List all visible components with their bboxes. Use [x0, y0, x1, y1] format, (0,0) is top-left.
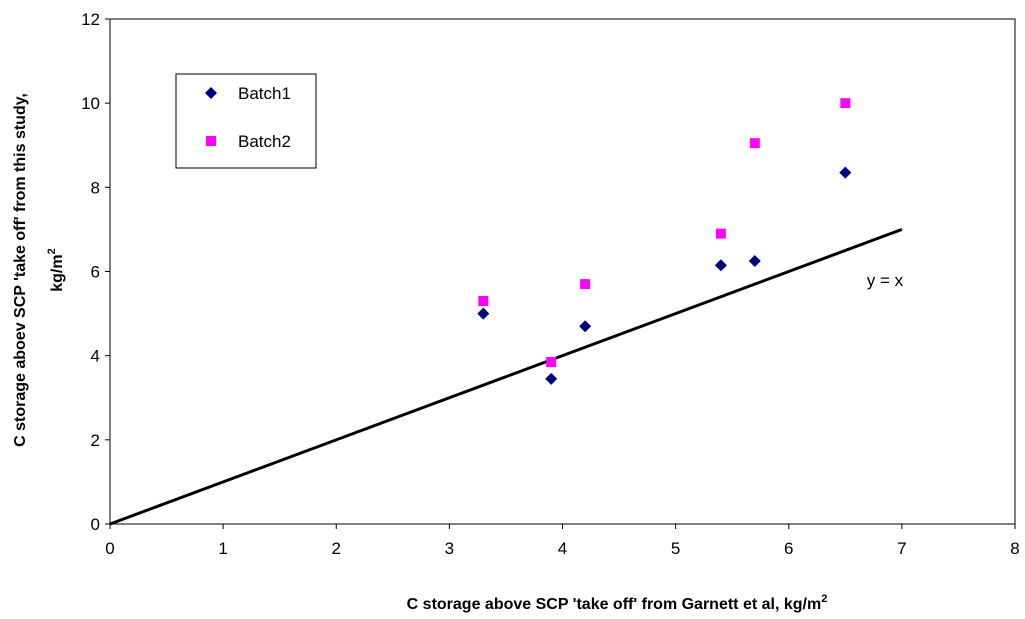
- point-batch2: [715, 228, 726, 239]
- point-batch2: [749, 138, 760, 149]
- point-batch2: [546, 356, 557, 367]
- point-batch1: [748, 254, 761, 267]
- y-tick-label: 4: [91, 347, 100, 366]
- legend-marker-batch1: [205, 87, 217, 99]
- x-tick-label: 7: [897, 539, 906, 558]
- y-tick-label: 2: [91, 431, 100, 450]
- x-axis-title: C storage above SCP 'take off' from Garn…: [407, 593, 828, 613]
- y-tick-labels: 0 2 4 6 8 10 12: [81, 10, 100, 534]
- point-batch1: [477, 307, 490, 320]
- legend-marker-batch2: [206, 136, 216, 146]
- y-axis-title-line2: kg/m2: [46, 248, 66, 291]
- axes: [105, 18, 1016, 529]
- reference-line-label: y = x: [867, 271, 904, 290]
- x-tick-label: 4: [558, 539, 567, 558]
- x-tick-label: 0: [105, 539, 114, 558]
- x-tick-label: 1: [218, 539, 227, 558]
- x-tick-label: 5: [671, 539, 680, 558]
- y-axis-title-line1: C storage aboev SCP 'take off' from this…: [12, 93, 29, 447]
- reference-line: [109, 228, 903, 526]
- y-tick-label: 8: [91, 178, 100, 197]
- x-tick-label: 6: [784, 539, 793, 558]
- reference-line-group: [109, 228, 903, 526]
- x-tick-label: 8: [1010, 539, 1019, 558]
- point-batch2: [580, 279, 591, 290]
- y-tick-label: 12: [81, 10, 100, 29]
- x-tick-label: 3: [445, 539, 454, 558]
- data-points: [477, 98, 852, 385]
- point-batch1: [839, 166, 852, 179]
- legend-label-batch2: Batch2: [238, 132, 291, 151]
- legend: Batch1 Batch2: [175, 73, 317, 169]
- y-tick-label: 0: [91, 515, 100, 534]
- y-axis-title: C storage aboev SCP 'take off' from this…: [12, 93, 66, 447]
- y-tick-label: 10: [81, 94, 100, 113]
- x-tick-label: 2: [332, 539, 341, 558]
- point-batch2: [478, 295, 489, 306]
- x-tick-labels: 0 1 2 3 4 5 6 7 8: [105, 539, 1019, 558]
- point-batch1: [545, 372, 558, 385]
- y-tick-label: 6: [91, 263, 100, 282]
- point-batch1: [714, 259, 727, 272]
- legend-box: [175, 73, 317, 169]
- point-batch1: [579, 320, 592, 333]
- legend-label-batch1: Batch1: [238, 84, 291, 103]
- point-batch2: [840, 98, 851, 109]
